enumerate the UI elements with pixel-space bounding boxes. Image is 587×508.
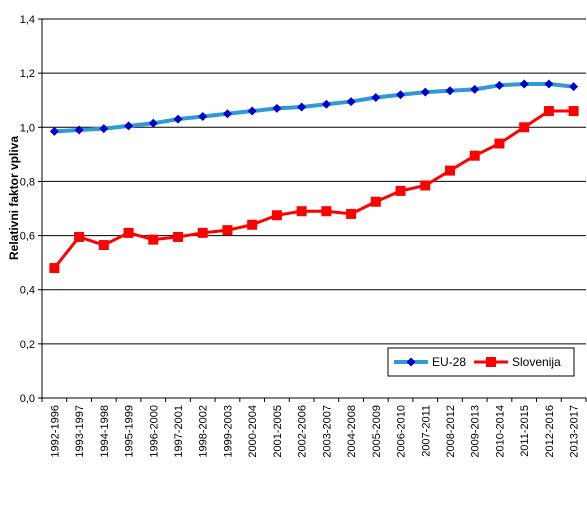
y-tick-label: 0,8 (20, 176, 35, 188)
legend-item-0: EU-28 (394, 355, 466, 369)
series-line (54, 81, 574, 134)
legend-item-1: Slovenija (474, 355, 561, 369)
y-tick-labels: 0,0 0,2 0,4 0,6 0,8 1,0 1,2 1,4 (20, 14, 35, 405)
x-tick-label: 2010-2014 (494, 405, 506, 458)
x-tick-label: 2009-2013 (470, 405, 482, 458)
data-point (445, 86, 455, 96)
y-tick-label: 1,2 (20, 68, 35, 80)
x-tick-label: 2007-2011 (420, 405, 432, 457)
data-point (445, 165, 455, 176)
x-tick-label: 2012-2016 (544, 405, 556, 458)
data-point (247, 106, 257, 116)
x-tick-labels: 1992-1996 1993-1997 1994-1998 1995-1999 1996… (49, 405, 580, 458)
x-tick-label: 2002-2006 (297, 405, 309, 458)
data-point (272, 103, 282, 113)
x-tick-label: 1992-1996 (49, 405, 61, 458)
data-point (420, 87, 430, 97)
series-0 (49, 79, 579, 136)
legend-label: Slovenija (512, 355, 561, 369)
data-point (420, 180, 431, 191)
data-point (148, 118, 158, 128)
x-tick-label: 2004-2008 (346, 405, 358, 458)
x-tick-label: 2011-2015 (519, 405, 531, 457)
y-tick-label: 0,0 (20, 393, 35, 405)
data-point (98, 240, 109, 251)
x-tick-label: 1997-2001 (173, 405, 185, 458)
data-point (568, 106, 579, 117)
data-point (222, 225, 233, 236)
series-1 (49, 106, 579, 274)
x-tick-label: 1996-2000 (148, 405, 160, 458)
data-point (173, 114, 183, 124)
y-tick-label: 1,4 (20, 14, 35, 26)
x-tick-label: 1994-1998 (99, 405, 111, 458)
data-point (49, 263, 60, 274)
series-group (49, 79, 579, 274)
data-point (469, 150, 480, 161)
data-point (197, 227, 208, 238)
data-point (123, 227, 134, 238)
x-tick-label: 2005-2009 (371, 405, 383, 458)
y-axis-label: Relativni faktor vpliva (7, 136, 21, 260)
y-tick-label: 0,2 (20, 339, 35, 351)
x-tick-label: 2003-2007 (321, 405, 333, 458)
legend-swatch-marker (486, 357, 496, 367)
data-point (124, 121, 134, 131)
data-point (198, 111, 208, 121)
data-point (346, 97, 356, 107)
data-point (247, 219, 258, 230)
x-tick-label: 2008-2012 (445, 405, 457, 458)
data-point (321, 206, 332, 217)
data-point (543, 106, 554, 117)
y-tick-label: 0,4 (20, 285, 35, 297)
axes (38, 18, 587, 402)
data-point (569, 82, 579, 92)
series-line (53, 109, 574, 269)
x-tick-label: 2000-2004 (247, 405, 259, 458)
data-point (49, 126, 59, 136)
data-point (470, 84, 480, 94)
data-point (99, 124, 109, 134)
data-point (519, 122, 530, 133)
x-tick-label: 1998-2002 (198, 405, 210, 458)
data-point (297, 102, 307, 112)
data-point (370, 196, 381, 207)
y-tick-label: 1,0 (20, 122, 35, 134)
data-point (519, 79, 529, 89)
data-point (371, 93, 381, 103)
data-point (222, 109, 232, 119)
x-tick-label: 2001-2005 (272, 405, 284, 458)
x-tick-label: 1995-1999 (124, 405, 136, 458)
data-point (544, 79, 554, 89)
x-tick-label: 2006-2010 (396, 405, 408, 458)
data-point (173, 231, 183, 242)
data-point (74, 231, 85, 242)
data-point (296, 206, 307, 217)
x-tick-label: 1993-1997 (74, 405, 86, 458)
data-point (395, 185, 406, 196)
y-tick-label: 0,6 (20, 231, 35, 243)
data-point (346, 208, 357, 219)
data-point (148, 234, 159, 245)
data-point (494, 80, 504, 90)
legend-swatch-marker (406, 357, 416, 367)
data-point (74, 125, 84, 135)
data-point (321, 99, 331, 109)
data-point (494, 138, 505, 149)
data-point (396, 90, 406, 100)
legend: EU-28 Slovenija (387, 347, 575, 377)
legend-label: EU-28 (432, 355, 466, 369)
x-tick-label: 1999-2003 (222, 405, 234, 458)
data-point (271, 210, 282, 221)
x-tick-label: 2013-2017 (569, 405, 581, 458)
